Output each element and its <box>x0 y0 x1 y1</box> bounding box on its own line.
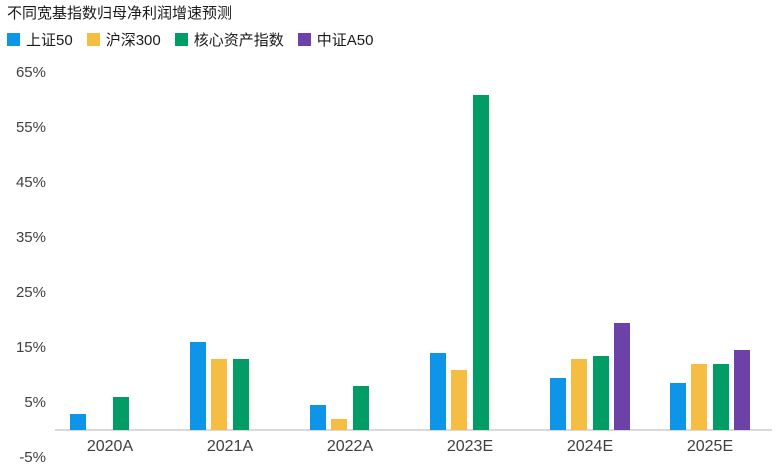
legend: 上证50 沪深300 核心资产指数 中证A50 <box>7 29 373 50</box>
x-axis-line <box>55 429 772 431</box>
bar-2024E-沪深300 <box>571 358 588 430</box>
legend-swatch-icon <box>174 33 188 46</box>
x-axis-label: 2025E <box>686 438 734 455</box>
x-axis-label: 2022A <box>326 438 374 455</box>
y-tick-label: -5% <box>19 448 46 466</box>
legend-label: 上证50 <box>26 32 73 49</box>
x-axis-label: 2021A <box>206 438 254 455</box>
bar-2025E-上证50 <box>669 383 686 430</box>
bar-2025E-沪深300 <box>691 364 708 430</box>
bar-2022A-沪深300 <box>331 419 348 430</box>
bar-2021A-沪深300 <box>211 358 228 430</box>
bar-2021A-核心资产指数 <box>232 358 249 430</box>
bar-2020A-核心资产指数 <box>112 397 129 430</box>
legend-item: 上证50 <box>7 29 73 50</box>
bar-2023E-核心资产指数 <box>472 94 489 430</box>
legend-swatch-icon <box>86 33 100 46</box>
x-axis-label: 2023E <box>446 438 494 455</box>
chart-title: 不同宽基指数归母净利润增速预测 <box>7 5 233 22</box>
bar-2024E-核心资产指数 <box>592 355 609 430</box>
x-axis-label: 2020A <box>86 438 134 455</box>
bar-2022A-上证50 <box>309 405 326 430</box>
y-tick-label: 65% <box>15 63 46 81</box>
bar-2020A-上证50 <box>69 413 86 430</box>
legend-swatch-icon <box>297 33 311 46</box>
bar-2025E-中证A50 <box>734 350 751 430</box>
bar-2022A-核心资产指数 <box>352 386 369 430</box>
y-tick-label: 35% <box>15 228 46 246</box>
bar-2023E-上证50 <box>429 353 446 430</box>
legend-label: 核心资产指数 <box>193 32 284 49</box>
legend-item: 沪深300 <box>86 29 161 50</box>
bar-2023E-沪深300 <box>451 369 468 430</box>
bar-2021A-上证50 <box>189 342 206 430</box>
bar-2024E-上证50 <box>549 377 566 430</box>
y-tick-label: 45% <box>15 173 46 191</box>
y-tick-label: 25% <box>15 283 46 301</box>
legend-label: 沪深300 <box>105 32 161 49</box>
legend-swatch-icon <box>7 33 20 46</box>
y-tick-label: 5% <box>24 393 46 411</box>
bar-2024E-中证A50 <box>614 322 631 430</box>
legend-item: 核心资产指数 <box>174 29 284 50</box>
legend-item: 中证A50 <box>297 29 374 50</box>
legend-label: 中证A50 <box>316 32 374 49</box>
y-tick-label: 55% <box>15 118 46 136</box>
x-axis-label: 2024E <box>566 438 614 455</box>
y-tick-label: 15% <box>15 338 46 356</box>
bar-2025E-核心资产指数 <box>712 364 729 430</box>
